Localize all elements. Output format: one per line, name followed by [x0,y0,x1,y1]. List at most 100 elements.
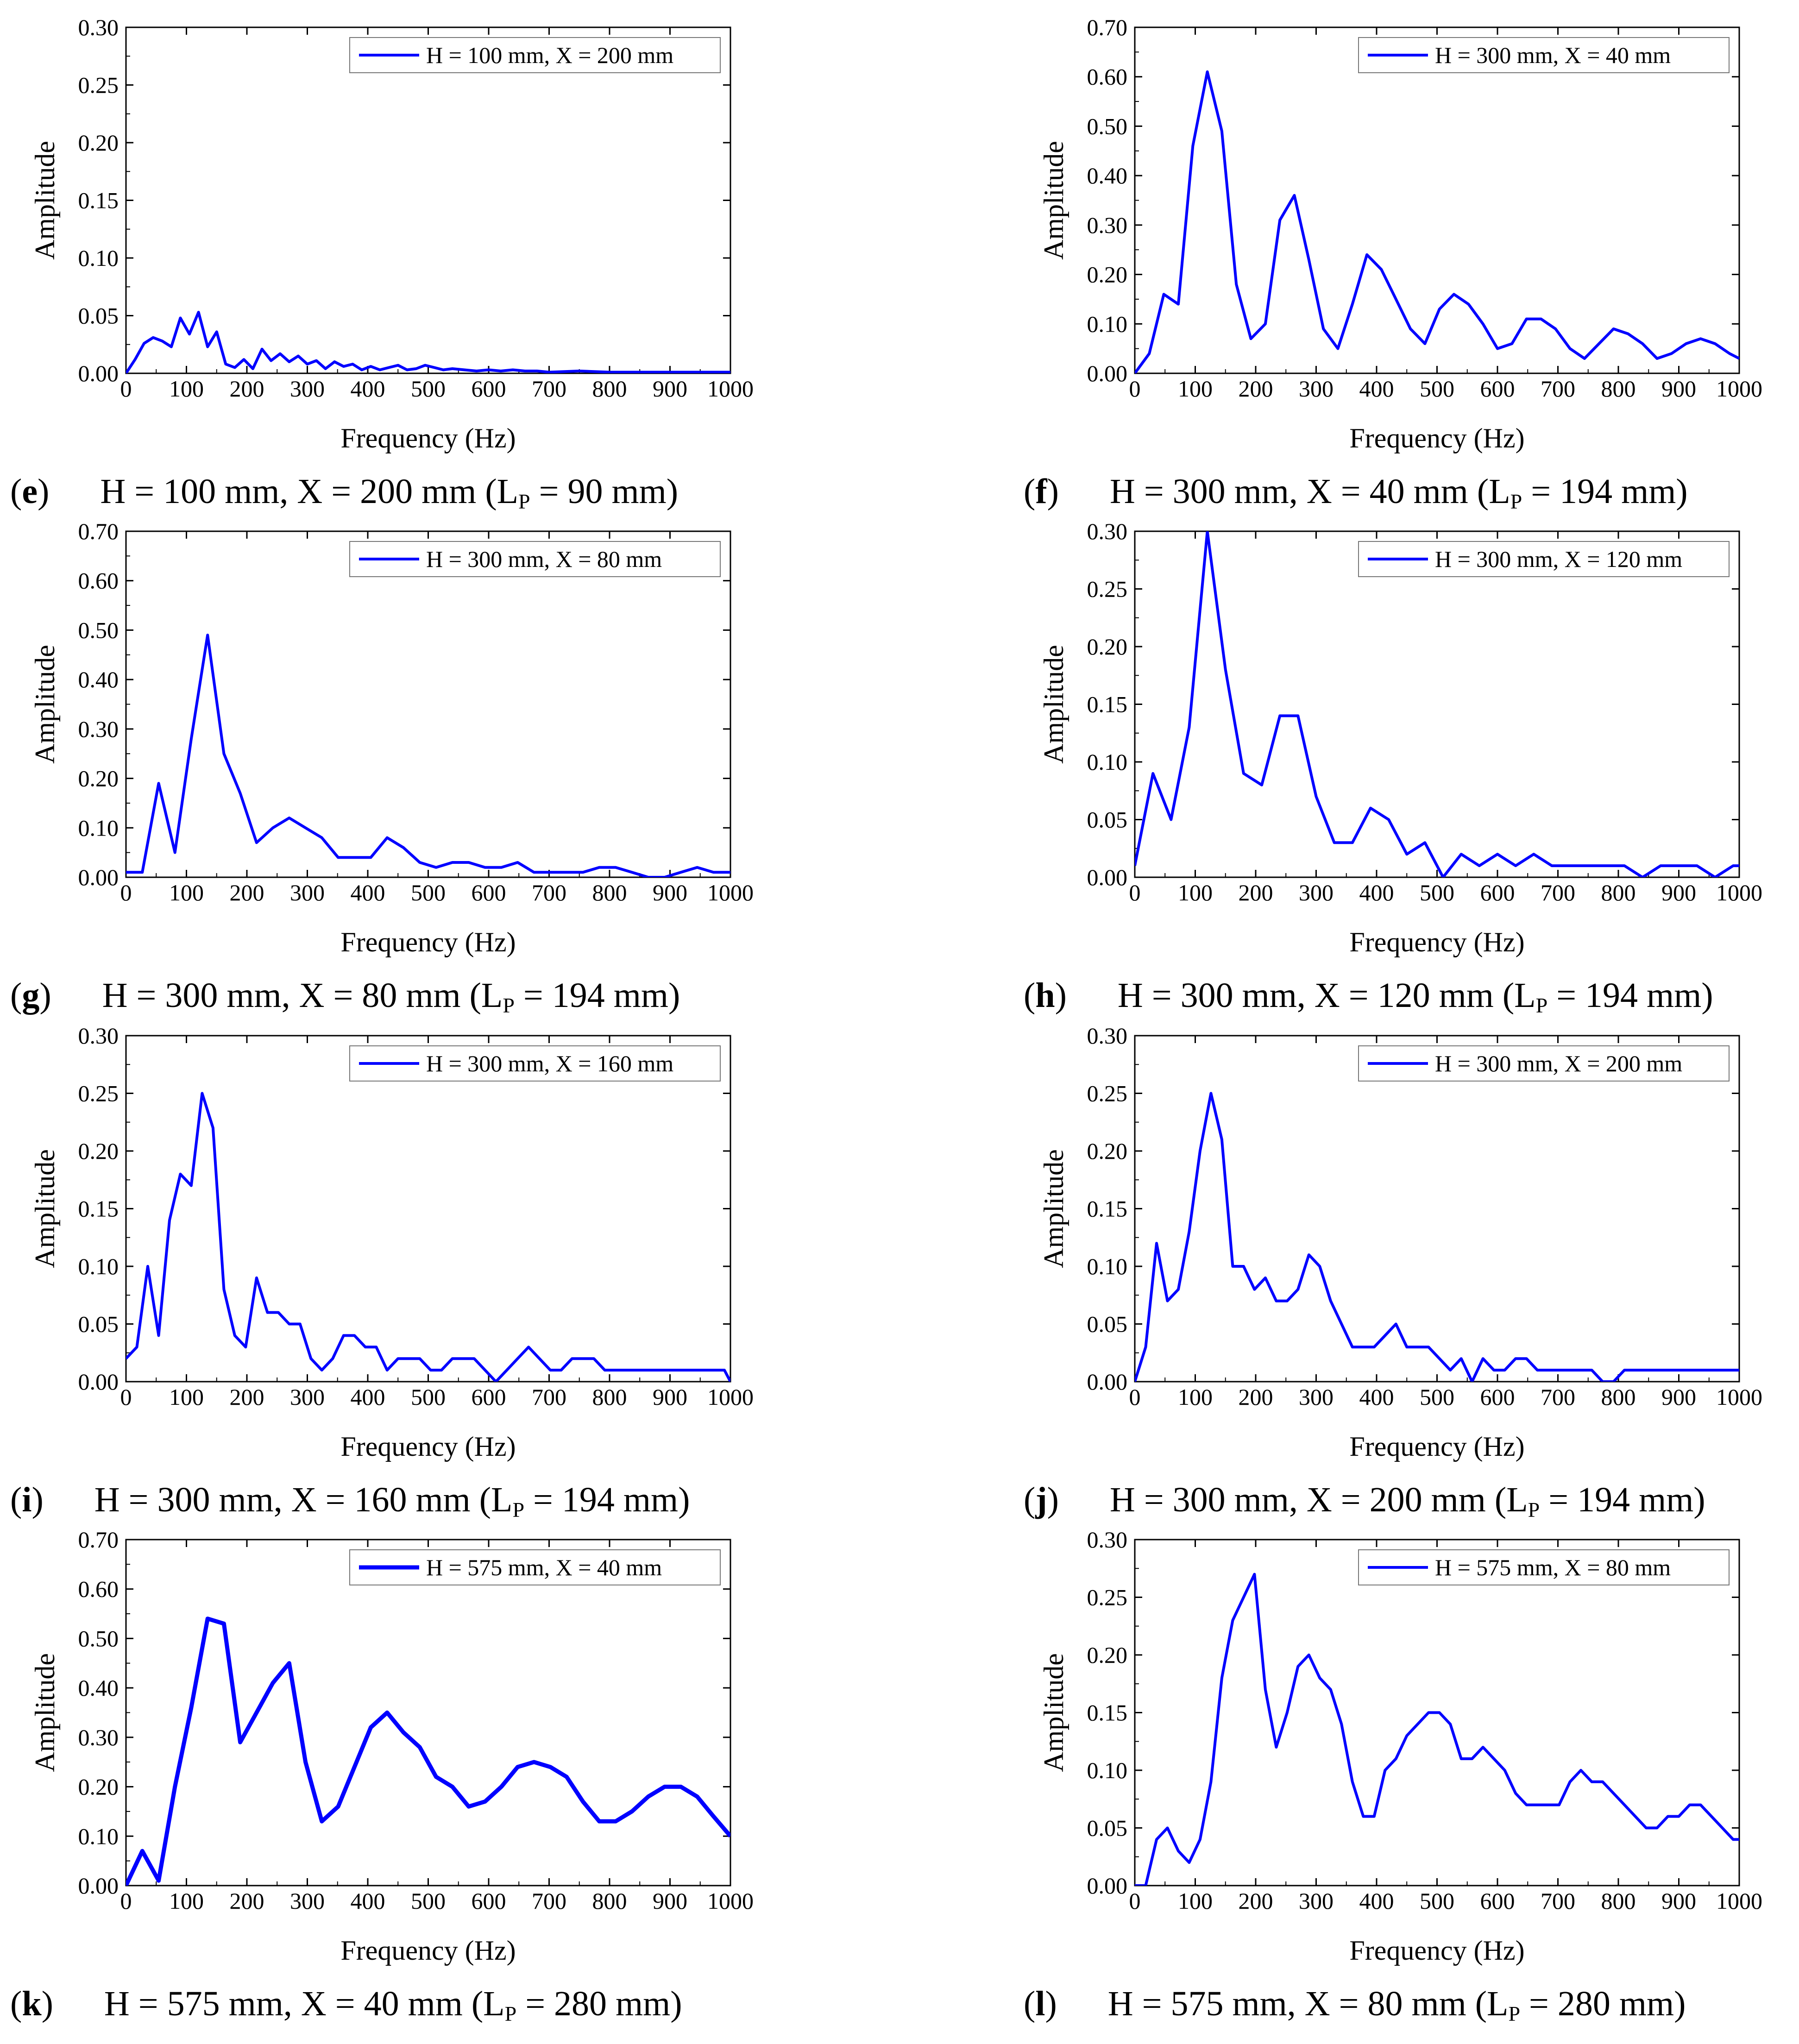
x-tick-label: 600 [472,376,506,402]
x-tick-label: 900 [653,1384,687,1410]
x-tick-label: 500 [1420,376,1454,402]
x-tick-label: 200 [230,1888,264,1914]
y-tick-label: 0.00 [1087,864,1128,890]
y-tick-label: 0.30 [1087,1023,1128,1049]
y-tick-label: 0.05 [1087,1815,1128,1841]
chart-panel-j: 0 100 200 300 400 500 600 700 800 900 1000 0.00 0.05… [1024,1023,1762,1522]
x-tick-label: 500 [1420,880,1454,906]
x-tick-label: 1000 [1716,880,1762,906]
y-tick-label: 0.25 [1087,576,1128,602]
plot-frame [1134,530,1740,878]
y-tick-label: 0.20 [1087,262,1128,288]
x-tick-label: 0 [120,1384,132,1410]
y-tick-label: 0.30 [78,14,119,40]
y-tick-label: 0.60 [1087,64,1128,90]
caption-title: H = 300 mm, X = 160 mm (L [94,1480,513,1519]
x-tick-label: 800 [1601,1384,1636,1410]
caption-paren-close: ) [1047,1480,1059,1519]
x-tick-label: 700 [532,1384,566,1410]
y-tick-label: 0.15 [78,188,119,214]
caption-letter: f [1035,472,1048,511]
legend-label: H = 300 mm, X = 200 mm [1435,1050,1682,1076]
x-tick-label: 300 [1299,376,1334,402]
x-tick-label: 300 [1299,1384,1334,1410]
y-tick-label: 0.20 [1087,1138,1128,1164]
y-tick-label: 0.50 [78,1625,119,1651]
caption-paren-close: ) [1055,976,1067,1015]
x-axis-label: Frequency (Hz) [340,927,516,957]
y-tick-label: 0.10 [1087,311,1128,337]
x-tick-label: 1000 [707,1384,754,1410]
caption-title: H = 300 mm, X = 80 mm (L [102,976,503,1015]
caption-tail: = 90 mm) [530,472,678,511]
x-tick-label: 400 [1359,1384,1394,1410]
y-tick-label: 0.30 [78,1724,119,1750]
legend-label: H = 575 mm, X = 80 mm [1435,1554,1671,1580]
legend-label: H = 300 mm, X = 160 mm [426,1050,673,1076]
chart-panel-h: 0 100 200 300 400 500 600 700 800 900 1000 0.00 0.05… [1024,518,1762,1017]
series-line [1135,1092,1739,1382]
caption-subscript: P [512,1498,524,1522]
x-tick-label: 800 [592,1888,627,1914]
legend-label: H = 300 mm, X = 80 mm [426,546,662,572]
x-tick-label: 800 [1601,376,1636,402]
x-tick-label: 900 [1661,1888,1696,1914]
series-line [126,1616,730,1886]
caption-tail: = 194 mm) [1547,976,1713,1015]
y-tick-label: 0.30 [1087,518,1128,544]
caption-title: H = 100 mm, X = 200 mm (L [100,472,518,511]
x-tick-label: 600 [1480,1384,1515,1410]
y-tick-label: 0.40 [78,667,119,692]
x-tick-label: 1000 [707,376,754,402]
plot-frame [1134,1035,1740,1383]
x-tick-label: 400 [351,376,385,402]
x-tick-label: 1000 [1716,376,1762,402]
x-tick-label: 600 [1480,1888,1515,1914]
legend-label: H = 100 mm, X = 200 mm [426,42,673,68]
x-tick-label: 100 [169,880,204,906]
x-tick-label: 600 [472,1384,506,1410]
x-tick-label: 1000 [707,1888,754,1914]
caption-subscript: P [503,994,515,1017]
y-axis-label: Amplitude [30,1149,60,1268]
x-tick-label: 0 [120,880,132,906]
y-tick-label: 0.10 [1087,1253,1128,1279]
plot-frame [125,1539,731,1887]
x-tick-label: 900 [653,376,687,402]
y-tick-label: 0.10 [78,815,119,841]
caption-tail: = 194 mm) [524,1480,690,1519]
x-tick-label: 600 [472,1888,506,1914]
x-tick-label: 600 [1480,376,1515,402]
legend-label: H = 300 mm, X = 40 mm [1435,42,1671,68]
panel-caption: (g) H = 300 mm, X = 80 mm (LP = 194 mm) [10,976,680,1017]
x-tick-label: 800 [592,376,627,402]
y-tick-label: 0.05 [1087,807,1128,833]
caption-paren-open: ( [1024,1984,1035,2023]
caption-paren-close: ) [42,1984,53,2023]
y-tick-label: 0.15 [1087,1700,1128,1726]
y-tick-label: 0.20 [78,1138,119,1164]
x-tick-label: 400 [1359,1888,1394,1914]
x-tick-label: 300 [290,376,325,402]
caption-letter: i [22,1480,31,1519]
x-tick-label: 100 [169,376,204,402]
y-tick-label: 0.40 [1087,163,1128,189]
y-tick-label: 0.25 [1087,1585,1128,1610]
caption-letter: k [22,1984,42,2023]
panel-caption: (j) H = 300 mm, X = 200 mm (LP = 194 mm) [1024,1480,1705,1522]
x-tick-label: 100 [1178,1888,1213,1914]
y-tick-label: 0.05 [78,303,119,329]
x-tick-label: 700 [532,376,566,402]
x-tick-label: 400 [1359,880,1394,906]
x-tick-label: 800 [1601,1888,1636,1914]
x-tick-label: 200 [230,1384,264,1410]
chart-panel-f: 0 100 200 300 400 500 600 700 800 900 1000 0.00 0.10… [1024,14,1762,513]
y-tick-label: 0.30 [1087,1527,1128,1553]
x-tick-label: 0 [1129,1888,1141,1914]
y-tick-label: 0.25 [78,72,119,98]
x-tick-label: 700 [1541,1384,1575,1410]
caption-paren-close: ) [39,976,51,1015]
caption-paren-open: ( [1024,1480,1035,1519]
panel-caption: (l) H = 575 mm, X = 80 mm (LP = 280 mm) [1024,1984,1686,2025]
x-tick-label: 900 [1661,880,1696,906]
